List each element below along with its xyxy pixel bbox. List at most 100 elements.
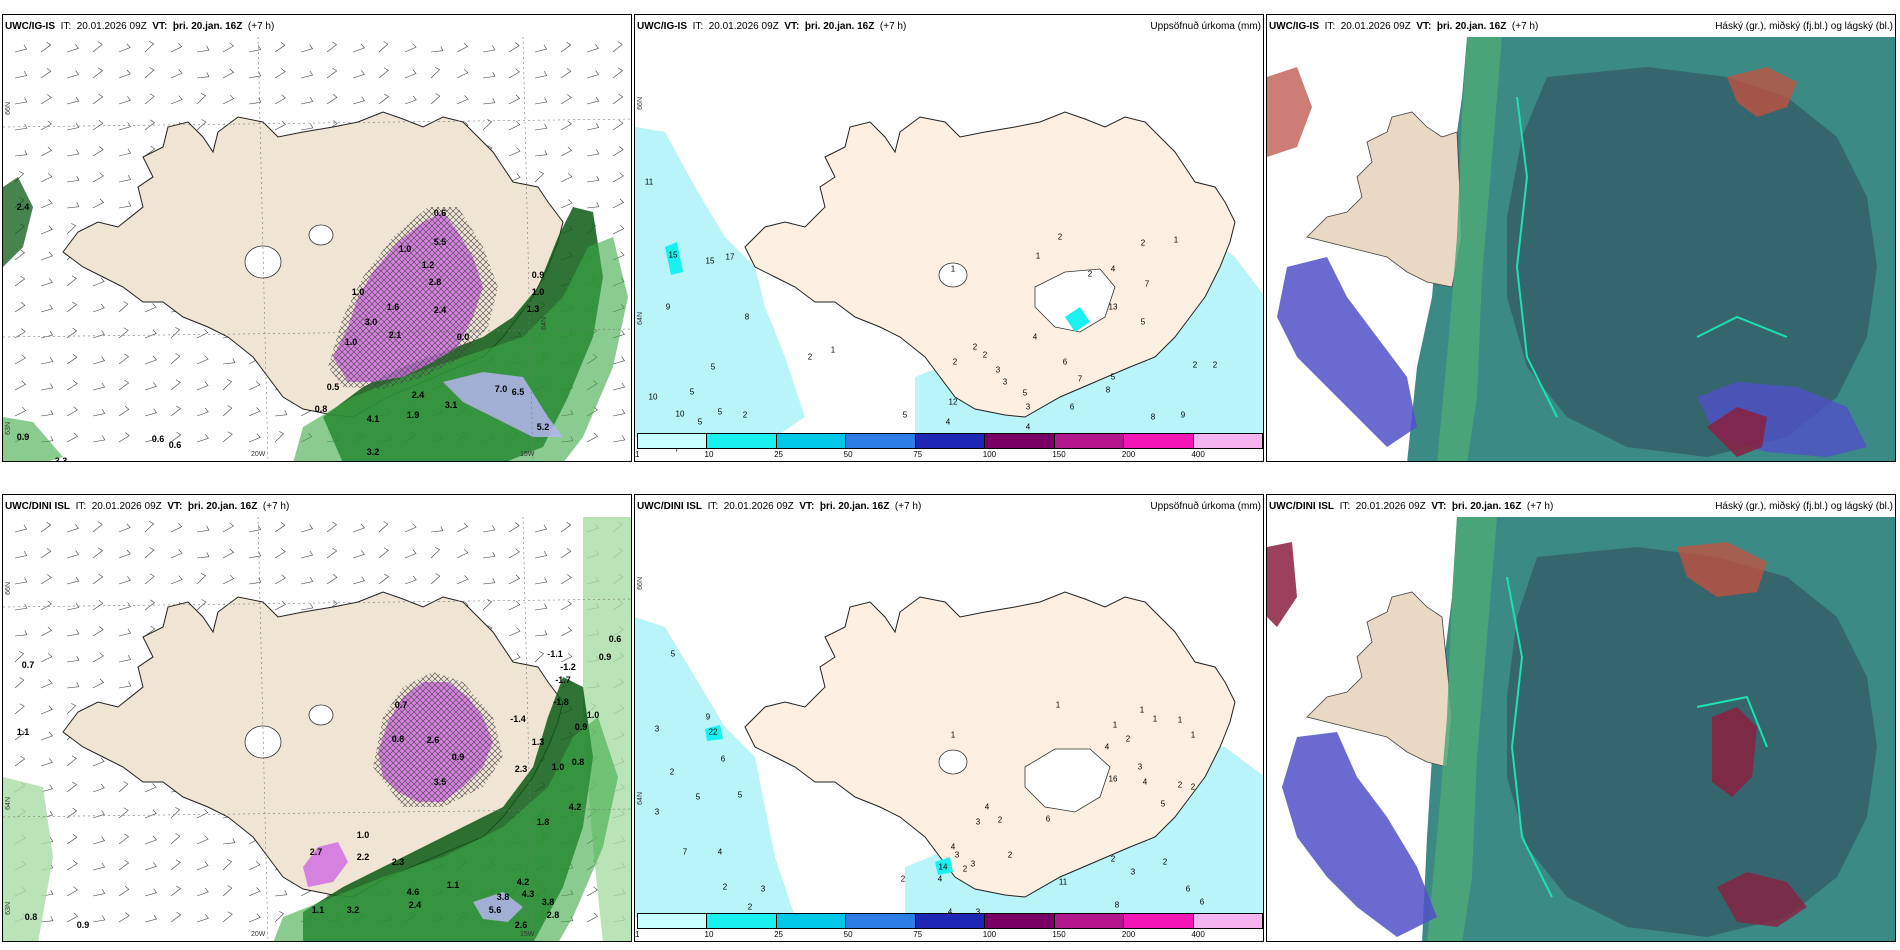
value-label: 2.1 — [388, 330, 402, 340]
model-name: UWC/DINI ISL — [5, 500, 70, 512]
wind-barb — [92, 915, 106, 923]
wind-barb — [248, 860, 261, 871]
wind-barb — [92, 409, 106, 417]
colorbar-swatch — [638, 434, 708, 448]
value-label: 11 — [1058, 877, 1068, 887]
wind-barb — [92, 198, 105, 209]
precip-green-mid — [293, 237, 628, 461]
wind-barb — [170, 379, 181, 391]
wind-barb — [92, 573, 104, 585]
value-label: 1.9 — [406, 410, 420, 420]
value-label: 1.0 — [351, 287, 365, 297]
wind-barb — [248, 380, 261, 391]
lat-label-66n: 66N — [5, 582, 12, 595]
precip-green-sw — [3, 417, 63, 461]
wind-barb — [118, 122, 131, 131]
value-label: 2 — [952, 357, 958, 367]
wind-barb — [196, 381, 209, 391]
wind-barb — [586, 432, 599, 443]
lat-lon-grid — [3, 37, 631, 461]
wind-barb — [118, 886, 130, 897]
wind-barb — [274, 94, 286, 105]
wind-barb — [586, 912, 599, 923]
value-label: 0.7 — [21, 660, 35, 670]
value-label: 5 — [670, 649, 676, 659]
wind-barb — [248, 913, 261, 923]
wind-barb — [534, 44, 548, 53]
wind-barb — [456, 42, 469, 53]
value-label: 5 — [737, 790, 743, 800]
model-name: UWC/IG-IS — [1269, 20, 1319, 32]
lead-time: (+7 h) — [879, 20, 907, 32]
precip-hatch — [373, 672, 503, 807]
panel-top-middle: UWC/IG-IS IT: 20.01.2026 09Z VT: þri. 20… — [634, 14, 1264, 462]
wind-barb — [92, 783, 105, 793]
it-label: IT: — [707, 500, 719, 512]
colorbar-tick-label: 50 — [843, 450, 853, 459]
wind-barb — [248, 407, 261, 417]
wind-barb — [40, 758, 53, 767]
value-label: 0.9 — [574, 722, 588, 732]
wind-precip-map: 0.7 1.1 0.8 0.9 2.7 2.2 1.1 3.2 4.6 2.4 1.1 3.8 5.6 4… — [3, 517, 631, 941]
wind-barb — [118, 859, 130, 871]
wind-barb — [144, 329, 157, 339]
precip-area-west-strong — [665, 242, 683, 275]
value-label: 6 — [1185, 884, 1191, 894]
wind-barb — [534, 150, 548, 157]
value-label: -1.1 — [547, 649, 563, 659]
wind-barb — [144, 547, 155, 559]
it-value: 20.01.2026 09Z — [723, 500, 794, 512]
wind-barb — [92, 172, 104, 183]
wind-barb — [14, 729, 26, 741]
wind-barb — [378, 67, 389, 79]
wind-barb — [612, 120, 624, 131]
wind-barb — [92, 356, 105, 365]
wind-barb — [66, 524, 79, 533]
value-label: 6 — [1199, 897, 1205, 907]
wind-barb — [118, 681, 132, 689]
value-label: 6 — [1069, 402, 1075, 412]
wind-barb — [170, 405, 182, 417]
value-label: 5 — [710, 362, 716, 372]
colorbar-swatch — [846, 914, 916, 928]
wind-barb — [560, 626, 573, 637]
vt-label: VT: — [152, 20, 168, 32]
wind-barb — [40, 521, 52, 533]
wind-barb — [508, 94, 521, 105]
value-label: 4 — [1032, 332, 1038, 342]
wind-barb — [66, 755, 77, 767]
wind-barb — [196, 887, 209, 897]
wind-barb — [274, 548, 286, 559]
wind-barb — [534, 577, 548, 585]
value-label: 1.2 — [421, 260, 435, 270]
wind-barb — [144, 93, 155, 105]
wind-barb — [196, 119, 207, 131]
wind-barb — [508, 147, 521, 157]
cloud-maroon-west — [1267, 542, 1297, 627]
wind-barb — [144, 862, 157, 871]
cloud-maroon-south — [1717, 872, 1807, 927]
value-label: 8 — [1105, 385, 1111, 395]
value-label: 8 — [744, 312, 750, 322]
wind-barb — [274, 600, 287, 611]
wind-barb — [144, 145, 156, 157]
value-label: 5.2 — [536, 422, 550, 432]
value-label: 5.5 — [433, 237, 447, 247]
wind-barb — [66, 202, 80, 209]
wind-barb — [144, 625, 156, 637]
wind-barb — [534, 171, 545, 183]
wind-barb — [482, 525, 496, 533]
wind-barb — [586, 96, 600, 105]
value-label: 7 — [682, 847, 688, 857]
wind-barb — [170, 885, 182, 897]
wind-barb — [66, 327, 78, 339]
wind-barb — [40, 251, 53, 261]
wind-barb — [196, 93, 207, 105]
cloud-red-north — [1677, 542, 1767, 597]
value-label: 1.0 — [531, 287, 545, 297]
value-label: 1.3 — [526, 304, 540, 314]
wind-barb — [144, 41, 155, 53]
precip-lavender — [473, 892, 523, 922]
value-label: 7 — [1077, 374, 1083, 384]
wind-barb — [118, 549, 131, 559]
